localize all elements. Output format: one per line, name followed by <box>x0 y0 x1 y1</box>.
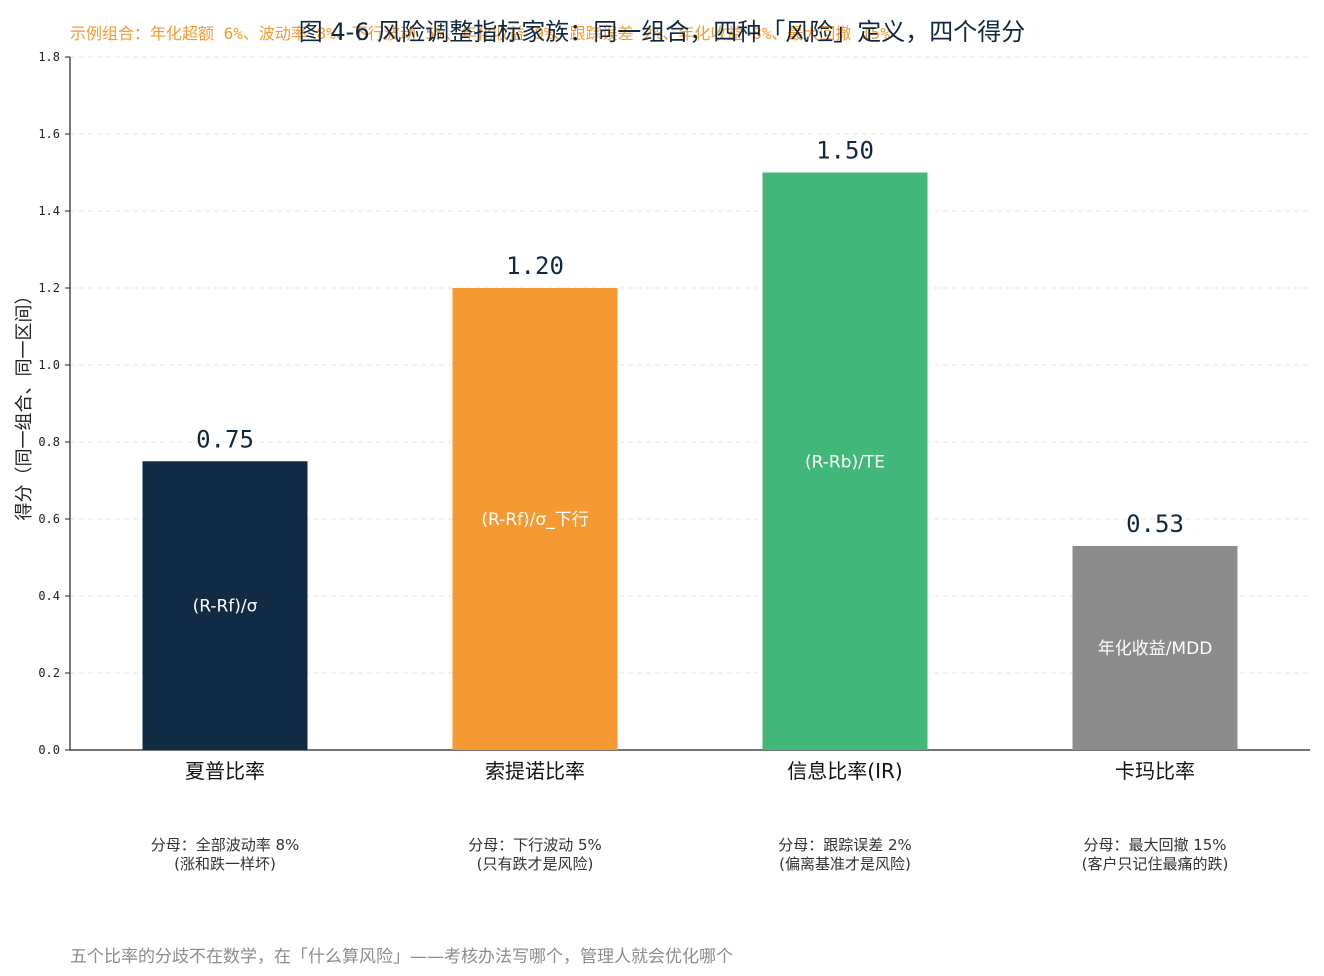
y-tick-label: 1.4 <box>38 204 60 218</box>
denominator-label: 分母：最大回撤 15% <box>1083 836 1226 854</box>
denominator-note: (偏离基准才是风险) <box>779 855 911 873</box>
y-tick-label: 1.8 <box>38 50 60 64</box>
y-tick-label: 0.2 <box>38 666 60 680</box>
denominator-note: (涨和跌一样坏) <box>174 855 276 873</box>
denominator-label: 分母：下行波动 5% <box>468 836 602 854</box>
value-label: 0.75 <box>196 425 254 453</box>
denominator-label: 分母：跟踪误差 2% <box>778 836 912 854</box>
y-tick-label: 0.4 <box>38 589 60 603</box>
x-tick-label: 卡玛比率 <box>1115 759 1195 783</box>
formula-label: (R-Rf)/σ_下行 <box>481 510 588 530</box>
denominator-label: 分母：全部波动率 8% <box>151 836 300 854</box>
y-tick-label: 1.2 <box>38 281 60 295</box>
denominator-note: (只有跌才是风险) <box>477 855 594 873</box>
bar <box>452 288 618 750</box>
y-axis-label: 得分（同一组合、同一区间） <box>14 287 35 521</box>
y-tick-label: 1.0 <box>38 358 60 372</box>
bar <box>142 461 308 750</box>
formula-label: (R-Rb)/TE <box>805 452 885 472</box>
formula-label: 年化收益/MDD <box>1098 639 1213 659</box>
y-tick-label: 0.8 <box>38 435 60 449</box>
value-label: 1.20 <box>506 252 564 280</box>
x-tick-label: 信息比率(IR) <box>787 759 902 783</box>
y-tick-label: 0.0 <box>38 743 60 757</box>
denominator-note: (客户只记住最痛的跌) <box>1082 855 1229 873</box>
bar <box>762 172 928 750</box>
y-tick-label: 1.6 <box>38 127 60 141</box>
x-tick-label: 夏普比率 <box>185 759 265 783</box>
chart-footnote: 五个比率的分歧不在数学，在「什么算风险」——考核办法写哪个，管理人就会优化哪个 <box>70 947 733 967</box>
chart-title: 图 4-6 风险调整指标家族：同一组合，四种「风险」定义，四个得分 <box>298 18 1026 46</box>
value-label: 0.53 <box>1126 510 1184 538</box>
x-tick-label: 索提诺比率 <box>485 759 585 783</box>
chart-subtitle: 示例组合：年化超额 6%、波动率 8%、下行波动 5%、年化收益 9%、跟踪误差… <box>70 24 890 43</box>
value-label: 1.50 <box>816 137 874 165</box>
formula-label: (R-Rf)/σ <box>193 597 258 617</box>
y-tick-label: 0.6 <box>38 512 60 526</box>
bar <box>1072 545 1238 750</box>
